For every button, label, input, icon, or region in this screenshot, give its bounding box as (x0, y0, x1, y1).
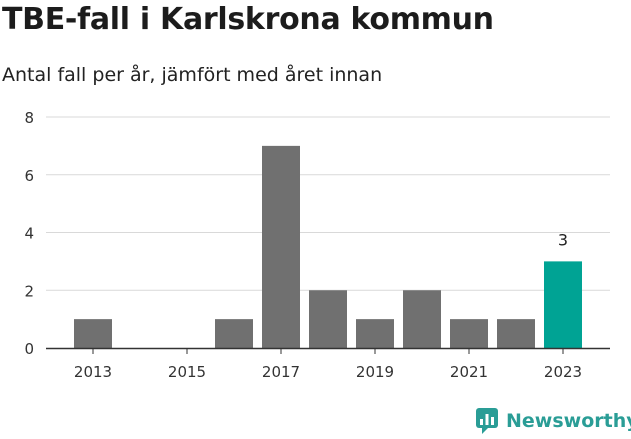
x-tick-label: 2013 (74, 363, 112, 381)
y-tick-label: 8 (24, 109, 34, 127)
newsworthy-logo: Newsworthy (476, 408, 631, 434)
bar (309, 290, 347, 348)
bar-highlight (544, 261, 582, 348)
brand-name: Newsworthy (506, 410, 631, 432)
bar (356, 319, 394, 348)
bar (450, 319, 488, 348)
y-tick-label: 4 (24, 225, 34, 243)
x-tick-label: 2017 (262, 363, 300, 381)
x-tick-label: 2015 (168, 363, 206, 381)
chart-subtitle: Antal fall per år, jämfört med året inna… (2, 64, 383, 86)
bar-chart: 0 2 4 6 8 3 2013 2015 2017 2019 2021 2023 (24, 109, 610, 381)
bar (403, 290, 441, 348)
y-tick-label: 0 (24, 340, 34, 358)
bar (74, 319, 112, 348)
data-label: 3 (558, 230, 568, 249)
x-tick-label: 2023 (544, 363, 582, 381)
newsworthy-logo-icon (476, 408, 498, 434)
x-tick-label: 2021 (450, 363, 488, 381)
chart-title: TBE-fall i Karlskrona kommun (2, 2, 494, 37)
bar (262, 145, 300, 348)
y-tick-label: 6 (24, 167, 34, 185)
x-tick-label: 2019 (356, 363, 394, 381)
bar (215, 319, 253, 348)
bar (497, 319, 535, 348)
y-tick-label: 2 (24, 282, 34, 300)
